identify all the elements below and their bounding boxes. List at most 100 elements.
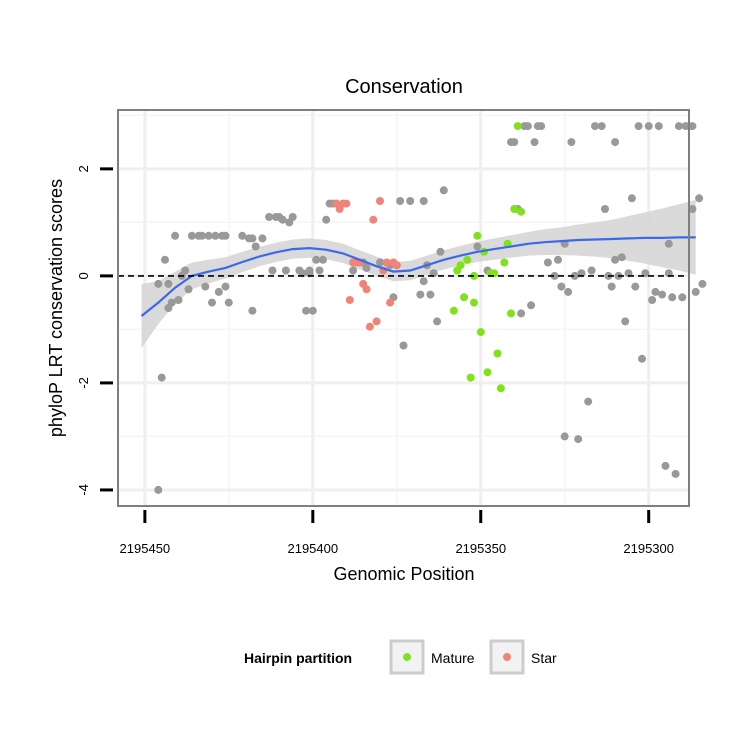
data-point-other	[268, 266, 277, 275]
data-point-other	[671, 469, 680, 478]
data-point-other	[664, 239, 673, 248]
confidence-ribbon	[141, 199, 696, 349]
data-point-star	[372, 317, 381, 326]
data-point-mature	[470, 298, 478, 307]
data-point-other	[631, 282, 640, 291]
legend: Hairpin partition Mature Star	[244, 639, 557, 675]
data-point-other	[517, 309, 526, 318]
chart-title: Conservation	[345, 76, 463, 98]
data-point-mature	[510, 205, 519, 213]
data-point-other	[396, 197, 405, 205]
data-point-other	[554, 255, 562, 264]
data-point-other	[674, 122, 683, 131]
confidence-ribbon-layer	[141, 199, 696, 349]
data-point-other	[587, 266, 596, 275]
data-point-other	[601, 205, 609, 213]
data-point-other	[611, 255, 620, 264]
data-point-other	[634, 122, 643, 131]
data-point-mature	[463, 255, 472, 264]
data-point-other	[436, 247, 445, 256]
data-point-other	[312, 255, 321, 264]
legend-label-mature: Mature	[431, 650, 475, 666]
data-point-other	[281, 266, 290, 275]
data-point-mature	[456, 261, 465, 270]
y-tick-label: -2	[76, 377, 91, 389]
data-point-other	[570, 271, 579, 280]
data-point-other	[591, 122, 599, 131]
legend-label-star: Star	[531, 650, 557, 666]
x-axis: 2195450 2195400 2195350 2195300	[120, 510, 674, 556]
data-point-other	[473, 242, 482, 251]
data-point-other	[698, 279, 707, 288]
data-point-mature	[507, 309, 515, 318]
data-point-other	[248, 234, 257, 243]
data-point-other	[214, 287, 223, 296]
data-point-other	[349, 266, 358, 275]
data-point-other	[419, 277, 428, 286]
data-point-mature	[473, 231, 482, 240]
data-point-other	[171, 231, 180, 240]
data-point-other	[527, 301, 536, 310]
data-point-other	[537, 122, 546, 131]
data-point-other	[211, 231, 220, 240]
data-point-other	[154, 485, 163, 494]
data-point-star	[345, 296, 354, 304]
data-point-other	[154, 279, 163, 288]
data-point-other	[661, 461, 670, 470]
data-point-other	[406, 197, 415, 205]
smooth-trend-line	[140, 236, 696, 317]
data-point-other	[584, 397, 593, 406]
data-point-mature	[466, 373, 475, 382]
data-point-star	[386, 298, 395, 307]
data-point-other	[302, 306, 311, 315]
data-point-other	[654, 122, 663, 131]
data-point-other	[648, 296, 657, 304]
y-axis: -4 -2 0 2	[76, 165, 113, 496]
plot-panel	[117, 109, 707, 507]
data-point-other	[224, 298, 233, 307]
data-point-other	[399, 341, 408, 350]
data-point-other	[419, 197, 428, 205]
data-point-other	[439, 186, 448, 195]
data-point-mature	[500, 258, 509, 267]
data-point-other	[530, 138, 539, 147]
panel-border	[117, 109, 690, 507]
data-point-other	[691, 287, 700, 296]
x-tick-label: 2195450	[120, 541, 171, 556]
data-point-other	[164, 279, 173, 288]
x-tick-label: 2195300	[623, 541, 674, 556]
data-point-other	[416, 290, 425, 299]
data-point-other	[644, 122, 653, 131]
data-point-other	[557, 282, 566, 291]
y-tick-label: -4	[76, 484, 91, 496]
data-point-other	[627, 194, 636, 203]
data-point-other	[688, 122, 697, 131]
data-point-other	[433, 317, 442, 326]
legend-entry-star: Star	[489, 639, 557, 675]
data-point-other	[221, 282, 230, 291]
legend-key-star	[489, 639, 525, 675]
smooth-line-layer	[140, 236, 696, 317]
data-point-other	[510, 138, 519, 147]
data-point-other	[238, 231, 247, 240]
data-point-star	[392, 261, 401, 270]
data-point-mature	[513, 122, 522, 131]
data-point-star	[376, 197, 384, 205]
data-point-star	[362, 285, 371, 294]
data-point-other	[597, 122, 606, 131]
data-point-other	[221, 231, 230, 240]
data-point-other	[198, 231, 206, 240]
legend-title: Hairpin partition	[244, 650, 352, 666]
legend-symbol-mature	[403, 653, 411, 661]
data-point-other	[187, 231, 196, 240]
data-point-other	[658, 290, 667, 299]
y-tick-label: 2	[76, 165, 91, 172]
data-point-other	[376, 258, 384, 267]
data-point-other	[668, 293, 677, 302]
data-point-mature	[483, 368, 492, 377]
data-point-star	[342, 199, 351, 208]
data-point-other	[318, 255, 327, 264]
x-tick-label: 2195350	[455, 541, 506, 556]
data-point-other	[567, 138, 576, 147]
